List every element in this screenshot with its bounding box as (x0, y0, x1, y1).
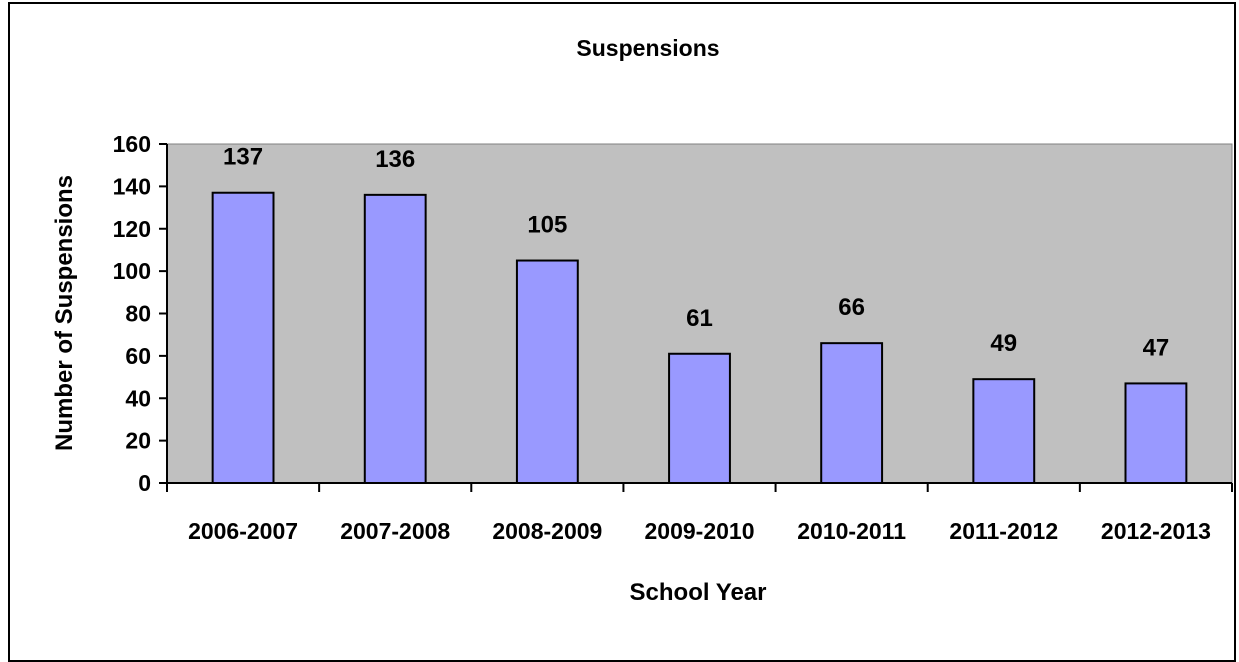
y-tick-label-20: 20 (125, 428, 151, 454)
x-axis: 2006-2007 2007-2008 2008-2009 2009-2010 2010… (166, 482, 1233, 544)
bars-layer (211, 191, 1188, 485)
y-tick-label-60: 60 (125, 343, 151, 369)
y-tick-label-40: 40 (125, 385, 151, 411)
bar-2011-2012 (972, 378, 1036, 484)
y-axis: 0 20 40 60 80 100 120 140 160 (113, 131, 168, 496)
bar-2008-2009 (515, 259, 579, 484)
y-tick-label-140: 140 (113, 173, 151, 199)
bar-2006-2007 (211, 191, 275, 484)
data-labels-layer: 137 136 105 61 66 49 47 (223, 144, 1169, 362)
suspensions-bar-chart: Suspensions 137 136 105 61 66 49 47 0 20 40 60 80 1… (51, 35, 1233, 606)
y-tick-label-160: 160 (113, 131, 151, 157)
x-tick-label-2009-2010: 2009-2010 (645, 518, 755, 544)
bar-2009-2010 (668, 352, 731, 484)
y-tick-label-80: 80 (125, 301, 151, 327)
data-label-2010-2011: 66 (838, 294, 865, 321)
data-label-2009-2010: 61 (686, 305, 713, 332)
data-label-2008-2009: 105 (527, 212, 567, 239)
x-tick-label-2012-2013: 2012-2013 (1101, 518, 1211, 544)
bar-2010-2011 (820, 342, 884, 484)
x-tick-label-2011-2012: 2011-2012 (949, 518, 1058, 544)
y-tick-label-0: 0 (138, 470, 151, 496)
bar-2007-2008 (363, 193, 427, 484)
chart-title: Suspensions (576, 35, 719, 61)
x-tick-label-2010-2011: 2010-2011 (797, 518, 906, 544)
data-label-2006-2007: 137 (223, 144, 263, 171)
x-tick-label-2008-2009: 2008-2009 (492, 518, 602, 544)
data-label-2007-2008: 136 (375, 146, 415, 173)
y-axis-title: Number of Suspensions (51, 175, 78, 451)
bar-2012-2013 (1124, 382, 1188, 485)
x-axis-title: School Year (630, 579, 767, 606)
y-tick-label-120: 120 (113, 216, 151, 242)
data-label-2011-2012: 49 (990, 330, 1017, 357)
y-tick-label-100: 100 (113, 258, 151, 284)
x-tick-label-2006-2007: 2006-2007 (188, 518, 298, 544)
x-tick-label-2007-2008: 2007-2008 (340, 518, 450, 544)
data-label-2012-2013: 47 (1143, 334, 1170, 361)
